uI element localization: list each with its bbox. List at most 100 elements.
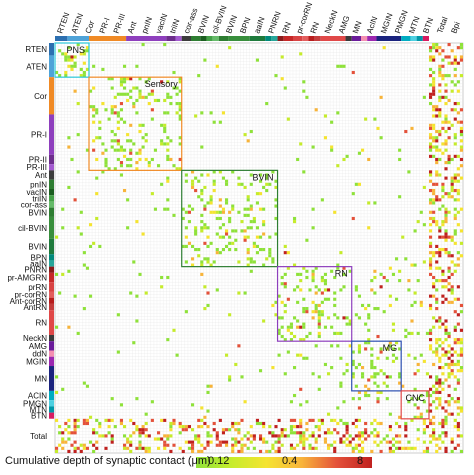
heatmap-cell	[228, 216, 232, 221]
heatmap-cell	[116, 111, 120, 115]
heatmap-cell	[429, 179, 433, 183]
heatmap-cell	[246, 431, 250, 435]
heatmap-cell	[119, 403, 123, 407]
heatmap-cell	[364, 307, 368, 311]
heatmap-cell	[385, 356, 389, 360]
heatmap-cell	[302, 434, 306, 438]
heatmap-cell	[447, 344, 451, 348]
heatmap-cell	[157, 431, 161, 435]
heatmap-cell	[262, 185, 266, 189]
heatmap-cell	[459, 303, 463, 308]
heatmap-cell	[450, 369, 454, 373]
heatmap-cell	[228, 248, 232, 252]
heatmap-cell	[432, 421, 436, 426]
heatmap-cell	[407, 440, 411, 444]
heatmap-cell	[429, 83, 433, 87]
heatmap-cell	[376, 372, 380, 376]
heatmap-cell	[113, 111, 117, 115]
heatmap-cell	[435, 148, 439, 152]
heatmap-cell	[447, 154, 451, 158]
heatmap-cell	[459, 145, 463, 149]
heatmap-cell	[163, 440, 167, 444]
heatmap-cell	[459, 254, 463, 258]
heatmap-cell	[429, 272, 433, 276]
heatmap-cell	[342, 272, 346, 276]
heatmap-cell	[234, 238, 238, 242]
heatmap-cell	[327, 288, 331, 292]
heatmap-cell	[200, 443, 204, 447]
heatmap-cell	[351, 192, 355, 196]
heatmap-cell	[435, 49, 439, 53]
heatmap-cell	[225, 232, 229, 236]
heatmap-cell	[438, 235, 442, 239]
heatmap-cell	[456, 428, 460, 432]
heatmap-cell	[246, 198, 250, 202]
heatmap-cell	[444, 129, 448, 134]
heatmap-cell	[98, 136, 102, 140]
heatmap-cell	[382, 275, 386, 280]
heatmap-cell	[237, 176, 241, 180]
heatmap-cell	[388, 375, 392, 379]
heatmap-cell	[92, 86, 96, 90]
heatmap-cell	[357, 390, 361, 394]
heatmap-cell	[85, 67, 89, 71]
heatmap-cell	[262, 437, 266, 441]
heatmap-cell	[73, 440, 77, 444]
heatmap-cell	[197, 437, 201, 441]
heatmap-cell	[456, 362, 460, 367]
heatmap-cell	[234, 229, 238, 233]
heatmap-cell	[280, 55, 284, 59]
row-label: PR-I	[31, 131, 47, 140]
heatmap-cell	[126, 446, 130, 450]
heatmap-cell	[432, 201, 436, 205]
heatmap-cell	[429, 244, 433, 248]
heatmap-cell	[444, 83, 448, 87]
row-group-color-bar	[49, 272, 54, 283]
heatmap-cell	[320, 279, 324, 283]
heatmap-cell	[342, 266, 346, 270]
heatmap-cell	[138, 89, 142, 93]
heatmap-cell	[447, 98, 451, 103]
heatmap-cell	[447, 375, 451, 379]
heatmap-cell	[438, 251, 442, 255]
heatmap-cell	[160, 182, 164, 186]
heatmap-cell	[218, 210, 222, 214]
heatmap-cell	[333, 440, 337, 444]
heatmap-cell	[422, 223, 426, 227]
heatmap-cell	[459, 449, 463, 453]
heatmap-cell	[432, 390, 436, 394]
heatmap-cell	[456, 198, 460, 202]
row-group-color-bar	[49, 55, 54, 78]
heatmap-cell	[283, 434, 287, 438]
heatmap-cell	[444, 421, 448, 426]
heatmap-cell	[432, 188, 436, 193]
heatmap-cell	[351, 359, 355, 363]
heatmap-cell	[441, 248, 445, 252]
heatmap-cell	[218, 443, 222, 447]
heatmap-cell	[435, 443, 439, 447]
heatmap-cell	[450, 61, 454, 65]
heatmap-cell	[92, 431, 96, 435]
heatmap-cell	[429, 142, 433, 146]
heatmap-cell	[447, 195, 451, 199]
heatmap-cell	[361, 375, 365, 379]
heatmap-cell	[172, 443, 176, 447]
heatmap-cell	[432, 70, 436, 75]
heatmap-cell	[339, 356, 343, 360]
heatmap-cell	[429, 95, 433, 99]
heatmap-cell	[70, 67, 74, 71]
heatmap-cell	[447, 412, 451, 416]
heatmap-cell	[64, 74, 68, 78]
heatmap-cell	[184, 260, 188, 264]
heatmap-cell	[197, 254, 201, 258]
heatmap-cell	[169, 102, 173, 106]
heatmap-cell	[450, 353, 454, 357]
heatmap-cell	[299, 279, 303, 283]
heatmap-cell	[166, 111, 170, 115]
heatmap-cell	[221, 223, 225, 227]
heatmap-cell	[61, 387, 65, 391]
heatmap-cell	[404, 334, 408, 339]
heatmap-cell	[280, 431, 284, 435]
heatmap-cell	[191, 182, 195, 186]
heatmap-cell	[357, 344, 361, 348]
